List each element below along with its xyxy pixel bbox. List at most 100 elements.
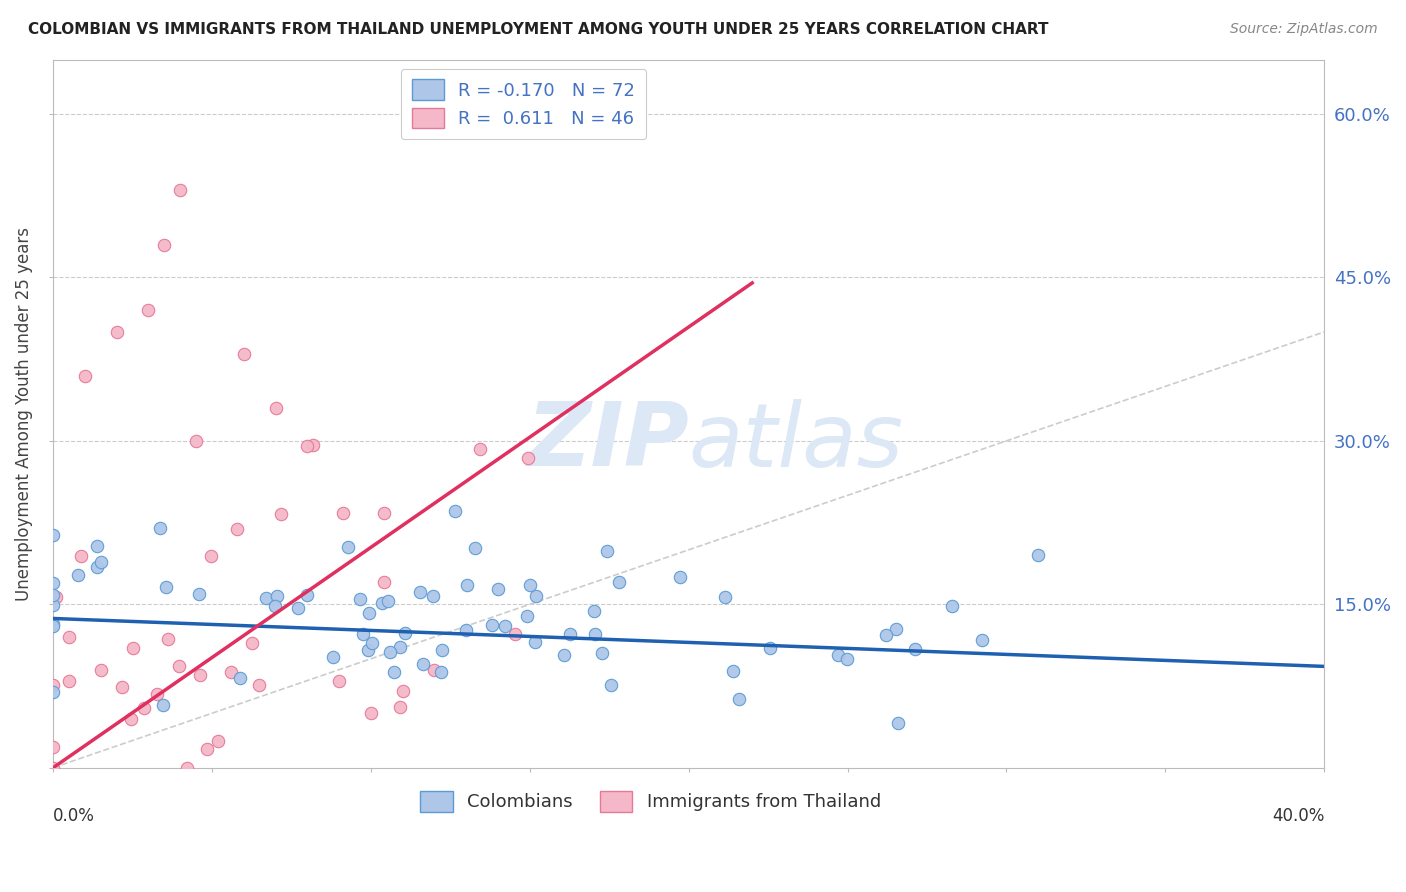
Point xyxy=(388,640,411,654)
Point xyxy=(388,700,411,714)
Y-axis label: Unemployment Among Youth under 25 years: Unemployment Among Youth under 25 years xyxy=(15,227,32,600)
Point xyxy=(360,706,382,721)
Point xyxy=(156,632,179,646)
Point xyxy=(322,650,344,665)
Point xyxy=(758,641,780,656)
Legend: Colombians, Immigrants from Thailand: Colombians, Immigrants from Thailand xyxy=(413,783,889,819)
Point xyxy=(42,527,65,541)
Point xyxy=(58,674,80,689)
Point xyxy=(357,643,380,657)
Point xyxy=(827,648,849,662)
Point xyxy=(86,539,108,553)
Point xyxy=(240,636,263,650)
Point xyxy=(669,569,692,583)
Point xyxy=(517,450,540,465)
Point xyxy=(58,630,80,644)
Point xyxy=(558,627,581,641)
Point xyxy=(519,578,541,592)
Point xyxy=(264,401,287,416)
Point xyxy=(146,687,169,701)
Point xyxy=(138,303,160,318)
Point xyxy=(721,664,744,678)
Point xyxy=(443,504,465,518)
Point xyxy=(391,684,413,698)
Point xyxy=(67,568,90,582)
Point xyxy=(155,580,177,594)
Point xyxy=(378,645,401,659)
Point xyxy=(904,642,927,657)
Point xyxy=(266,589,288,603)
Point xyxy=(73,368,96,383)
Point xyxy=(422,589,444,603)
Point xyxy=(232,347,254,361)
Point xyxy=(42,677,65,691)
Point xyxy=(481,618,503,632)
Point xyxy=(188,667,211,681)
Point xyxy=(42,617,65,632)
Point xyxy=(297,439,319,453)
Point xyxy=(884,623,907,637)
Point xyxy=(195,741,218,756)
Point xyxy=(149,521,172,535)
Point xyxy=(486,582,509,597)
Point xyxy=(111,680,134,694)
Point xyxy=(430,642,453,657)
Point xyxy=(456,578,478,592)
Point xyxy=(373,574,395,589)
Point xyxy=(409,584,432,599)
Point xyxy=(302,438,325,452)
Point xyxy=(254,591,277,605)
Point xyxy=(349,592,371,607)
Point xyxy=(494,618,516,632)
Point xyxy=(42,599,65,613)
Point xyxy=(70,549,93,564)
Point xyxy=(887,716,910,731)
Point xyxy=(430,665,453,679)
Point xyxy=(357,606,380,620)
Point xyxy=(105,325,128,339)
Point xyxy=(153,237,176,252)
Point xyxy=(583,627,606,641)
Point xyxy=(90,555,112,569)
Point xyxy=(207,734,229,748)
Text: COLOMBIAN VS IMMIGRANTS FROM THAILAND UNEMPLOYMENT AMONG YOUTH UNDER 25 YEARS CO: COLOMBIAN VS IMMIGRANTS FROM THAILAND UN… xyxy=(28,22,1049,37)
Point xyxy=(121,640,143,655)
Point xyxy=(247,678,270,692)
Point xyxy=(524,590,547,604)
Point xyxy=(42,685,65,699)
Text: 0.0%: 0.0% xyxy=(53,806,96,824)
Point xyxy=(188,587,211,601)
Point xyxy=(42,761,65,775)
Point xyxy=(599,678,621,692)
Point xyxy=(714,591,737,605)
Point xyxy=(352,627,374,641)
Point xyxy=(270,508,292,522)
Point xyxy=(44,591,66,605)
Point xyxy=(505,626,527,640)
Point xyxy=(394,626,416,640)
Point xyxy=(263,599,285,613)
Point xyxy=(515,609,537,624)
Point xyxy=(287,600,309,615)
Point xyxy=(553,648,575,662)
Point xyxy=(382,665,405,680)
Point xyxy=(582,604,605,618)
Point xyxy=(42,739,65,754)
Point xyxy=(591,646,613,660)
Point xyxy=(1026,548,1049,562)
Point xyxy=(835,652,858,666)
Point xyxy=(86,559,108,574)
Text: ZIP: ZIP xyxy=(526,399,689,485)
Point xyxy=(373,506,395,520)
Point xyxy=(120,713,142,727)
Point xyxy=(176,761,198,775)
Point xyxy=(970,633,993,648)
Point xyxy=(468,442,491,456)
Point xyxy=(297,588,319,602)
Text: atlas: atlas xyxy=(689,399,904,485)
Point xyxy=(219,665,242,680)
Point xyxy=(523,634,546,648)
Point xyxy=(42,588,65,602)
Point xyxy=(134,701,156,715)
Point xyxy=(169,183,191,197)
